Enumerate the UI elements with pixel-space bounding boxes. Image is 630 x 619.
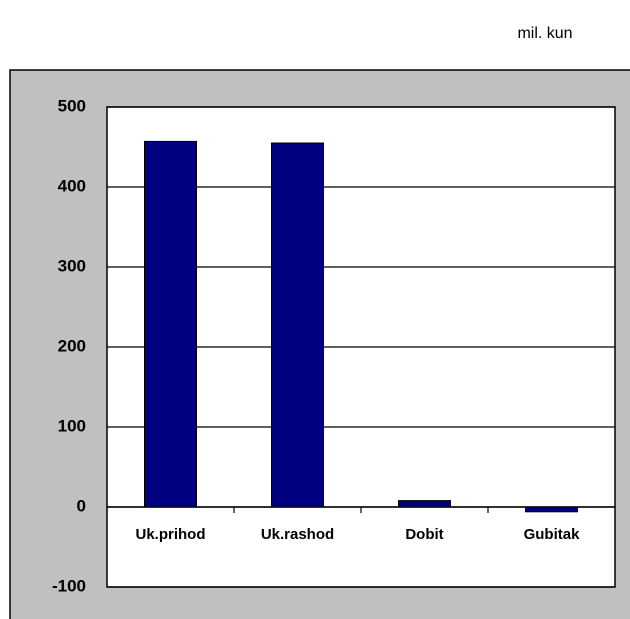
unit-note: mil. kun (517, 25, 572, 42)
bar (525, 506, 578, 513)
bar (398, 500, 451, 508)
y-tick-label: 100 (58, 416, 86, 435)
bar (271, 142, 324, 508)
y-tick-label: 500 (58, 96, 86, 115)
y-tick-label: 200 (58, 336, 86, 355)
y-tick-label: -100 (52, 576, 86, 595)
x-tick-label: Uk.rashod (261, 526, 334, 543)
y-tick-label: 300 (58, 256, 86, 275)
y-tick-label: 0 (77, 496, 86, 515)
y-tick-label: 400 (58, 176, 86, 195)
x-tick-label: Dobit (405, 526, 443, 543)
bar (144, 140, 197, 508)
x-tick-label: Gubitak (524, 526, 580, 543)
x-tick-label: Uk.prihod (136, 526, 206, 543)
